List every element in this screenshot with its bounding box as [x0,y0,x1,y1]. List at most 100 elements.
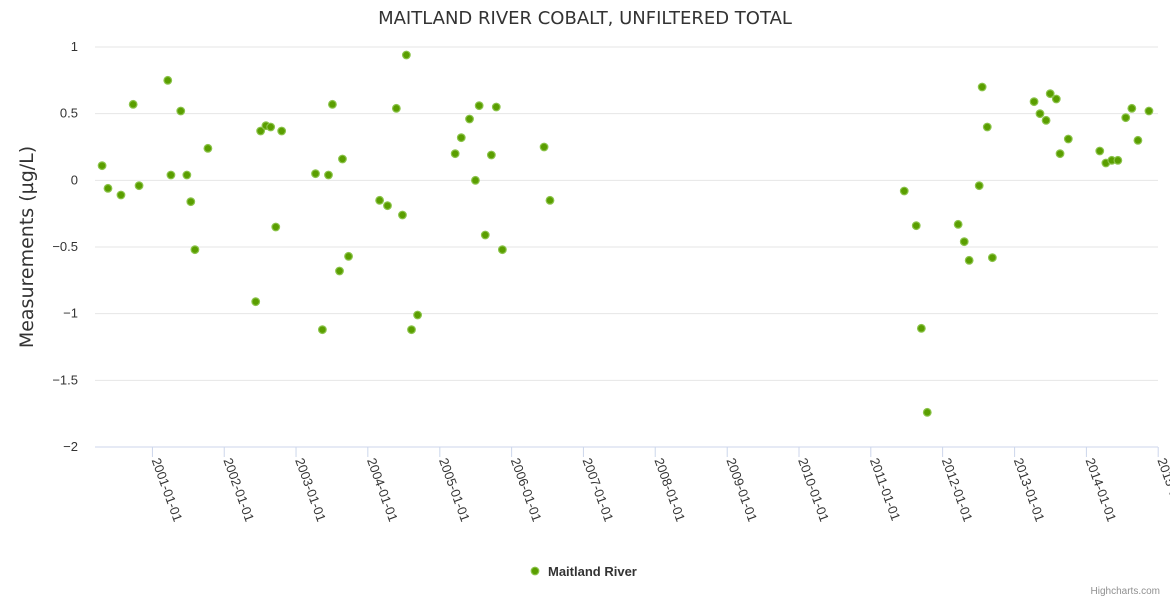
data-point[interactable] [953,219,963,229]
data-point[interactable] [413,310,422,320]
y-tick-label: 0.5 [60,106,78,121]
x-tick-label: 2013-01-01 [1011,456,1048,524]
data-point[interactable] [256,126,266,136]
data-point[interactable] [311,169,320,179]
data-point[interactable] [977,82,987,92]
data-point[interactable] [1121,113,1131,123]
data-point[interactable] [317,325,327,335]
data-point[interactable] [335,266,344,276]
data-point[interactable] [456,133,466,143]
data-point[interactable] [911,221,921,231]
x-tick-label: 2003-01-01 [292,456,329,524]
x-tick-label: 2012-01-01 [939,456,976,524]
data-point[interactable] [338,154,347,164]
x-tick-label: 2009-01-01 [723,456,760,524]
data-point[interactable] [116,190,126,200]
x-axis: 2001-01-01 2002-01-01 2003-01-01 2004-01-01… [95,446,1170,524]
x-tick-label: 2008-01-01 [651,456,688,524]
data-point[interactable] [1035,109,1045,119]
data-point[interactable] [324,170,333,180]
data-point[interactable] [103,183,113,193]
data-point[interactable] [1095,146,1105,156]
data-point[interactable] [344,251,353,261]
data-point[interactable] [1063,134,1073,144]
y-tick-label: 0 [71,172,78,187]
data-point[interactable] [391,103,401,113]
data-point[interactable] [134,181,144,191]
data-point[interactable] [450,149,460,159]
y-tick-label: 1 [71,39,78,54]
data-point[interactable] [916,323,926,333]
x-tick-label: 2015-01-01 [1154,456,1170,524]
y-tick-label: −1.5 [52,372,78,387]
data-point[interactable] [1041,115,1051,125]
legend[interactable]: Maitland River [530,564,637,579]
y-tick-label: −1 [63,306,78,321]
y-tick-label: −0.5 [52,239,78,254]
grid-lines [95,46,1158,448]
credits-link[interactable]: Highcharts.com [1091,586,1160,597]
data-point[interactable] [166,170,176,180]
data-point[interactable] [251,297,261,307]
x-tick-label: 2002-01-01 [220,456,257,524]
x-tick-label: 2001-01-01 [149,456,186,524]
legend-marker[interactable] [530,566,540,576]
series-maitland-river[interactable] [97,50,1154,417]
data-point[interactable] [1113,155,1123,165]
data-point[interactable] [1051,94,1061,104]
data-point[interactable] [486,150,496,160]
data-point[interactable] [375,195,385,205]
data-point[interactable] [545,195,555,205]
data-point[interactable] [328,99,337,109]
data-point[interactable] [899,186,909,196]
data-point[interactable] [1029,97,1039,107]
data-point[interactable] [407,325,416,335]
x-tick-label: 2004-01-01 [364,456,401,524]
data-point[interactable] [266,122,276,132]
x-tick-label: 2014-01-01 [1083,456,1120,524]
chart-title: MAITLAND RIVER COBALT, UNFILTERED TOTAL [378,8,792,29]
data-point[interactable] [987,253,997,263]
data-point[interactable] [182,170,192,180]
data-point[interactable] [465,114,474,124]
data-point[interactable] [1133,135,1143,145]
data-point[interactable] [471,175,480,185]
data-point[interactable] [1045,89,1055,99]
y-axis-title: Measurements (µg/L) [16,146,38,348]
x-tick-label: 2007-01-01 [580,456,617,524]
y-tick-label: −2 [63,439,78,454]
data-point[interactable] [964,255,974,265]
data-point[interactable] [1055,149,1065,159]
x-tick-label: 2006-01-01 [508,456,545,524]
x-tick-label: 2011-01-01 [867,456,904,523]
data-point[interactable] [401,50,411,60]
data-point[interactable] [163,75,173,85]
data-point[interactable] [398,210,407,220]
data-point[interactable] [186,197,196,207]
data-point[interactable] [271,222,281,232]
data-point[interactable] [190,245,200,255]
data-point[interactable] [922,407,932,417]
data-point[interactable] [480,230,490,240]
data-point[interactable] [497,245,507,255]
data-point[interactable] [1144,106,1154,116]
data-point[interactable] [176,106,186,116]
data-point[interactable] [539,142,549,152]
data-point[interactable] [491,102,501,112]
data-point[interactable] [474,101,484,111]
x-tick-label: 2010-01-01 [795,456,832,524]
legend-label[interactable]: Maitland River [548,564,637,579]
data-point[interactable] [982,122,992,132]
data-point[interactable] [974,181,984,191]
data-point[interactable] [203,143,213,153]
data-point[interactable] [277,126,287,136]
y-axis: 1 0.5 0 −0.5 −1 −1.5 −2 [52,39,78,454]
data-point[interactable] [128,99,138,109]
data-point[interactable] [383,201,392,211]
data-point[interactable] [1127,103,1137,113]
data-point[interactable] [959,237,969,247]
data-point[interactable] [97,161,107,171]
x-tick-label: 2005-01-01 [436,456,473,524]
